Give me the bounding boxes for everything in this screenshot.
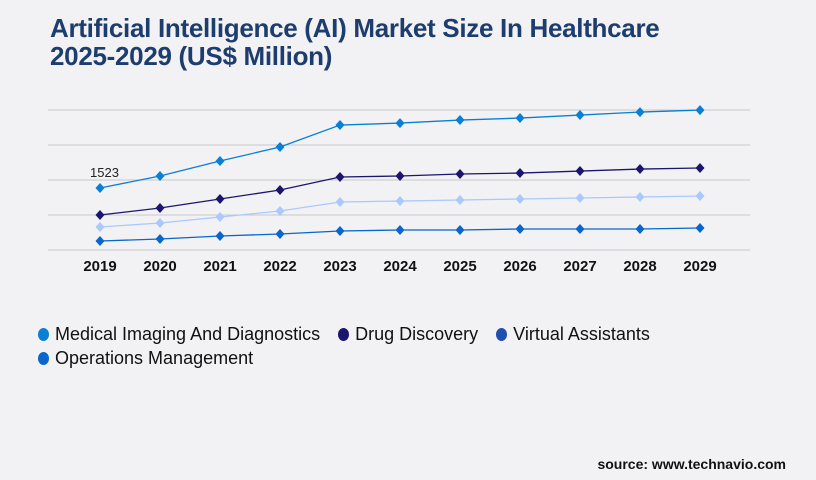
data-point [575,110,585,121]
data-point [335,172,345,183]
data-point [395,225,405,236]
legend-label: Drug Discovery [355,323,479,344]
data-point [95,210,105,220]
data-point [695,163,705,174]
data-point [575,193,585,204]
data-point [215,231,225,241]
data-point [275,185,285,196]
legend: Medical Imaging And Diagnostics Drug Disc… [38,322,758,370]
x-tick-label: 2025 [443,258,476,275]
legend-item: Drug Discovery [338,322,478,346]
x-tick-label: 2023 [323,258,356,275]
data-point [515,224,525,234]
legend-item: Operations Management [38,346,253,370]
data-point [635,192,645,203]
data-point [155,171,165,182]
data-point [215,194,225,205]
data-point [515,113,525,124]
legend-marker-icon [38,327,49,341]
legend-marker-icon [496,327,508,341]
data-point [515,194,525,205]
chart-title: Artificial Intelligence (AI) Market Size… [50,13,660,71]
data-point [575,224,585,234]
data-point [455,225,465,236]
x-tick-label: 2028 [623,258,656,275]
title-line-1: Artificial Intelligence (AI) Market Size… [50,13,660,43]
x-tick-label: 2019 [83,258,116,275]
data-point [215,156,225,167]
data-point [395,171,405,182]
data-point [635,164,645,175]
legend-marker-icon [38,351,49,365]
legend-item: Virtual Assistants [496,322,650,346]
data-point [455,195,465,206]
x-tick-label: 2024 [383,258,417,275]
data-point [335,225,345,236]
data-point [275,206,285,217]
data-point [95,222,105,233]
title-line-2: 2025-2029 (US$ Million) [50,41,333,71]
legend-label: Virtual Assistants [513,323,650,344]
data-point [455,115,465,126]
data-point [95,236,105,247]
data-point [155,203,165,213]
data-point [515,168,525,179]
x-tick-label: 2027 [563,258,596,275]
data-point [635,224,645,234]
x-tick-label: 2020 [143,258,176,275]
data-point [275,142,285,153]
data-point [395,196,405,207]
data-label: 1523 [90,165,119,180]
legend-item: Medical Imaging And Diagnostics [38,322,320,346]
source-label: source: www.technavio.com [597,456,786,472]
data-point [695,223,705,234]
data-point [335,120,345,131]
data-point [695,105,705,116]
data-point [275,229,285,240]
data-point [635,107,645,118]
legend-label: Medical Imaging And Diagnostics [55,323,321,344]
data-point [335,197,345,208]
data-point [455,169,465,180]
data-point [575,166,585,177]
x-tick-label: 2022 [263,258,296,275]
data-point [155,234,165,245]
data-point [95,183,105,194]
data-point [395,118,405,129]
data-point [155,218,165,229]
x-tick-label: 2021 [203,258,236,275]
data-point [695,191,705,202]
x-tick-label: 2026 [503,258,536,275]
x-tick-label: 2029 [683,258,716,275]
legend-label: Operations Management [55,347,254,368]
legend-marker-icon [338,327,350,341]
data-point [215,211,225,222]
